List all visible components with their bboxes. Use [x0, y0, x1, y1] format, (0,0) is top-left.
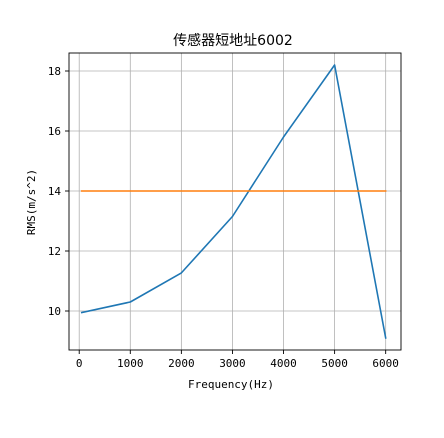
y-tick-label: 14: [48, 185, 62, 198]
tick-layer: 0 1000 2000 3000 4000 5000 6000 10 12 14 16 18: [48, 65, 399, 370]
axes-layer: [68, 52, 402, 351]
x-tick-label: 6000: [372, 357, 399, 370]
y-tick-label: 10: [48, 305, 61, 318]
series-layer: [80, 64, 387, 339]
chart-title: 传感器短地址6002: [173, 32, 293, 49]
y-tick-label: 12: [48, 245, 61, 258]
x-tick-label: 0: [76, 357, 83, 370]
x-tick-label: 1000: [117, 357, 144, 370]
plot-frame: [68, 52, 402, 351]
x-tick-label: 3000: [219, 357, 246, 370]
y-tick-label: 16: [48, 125, 61, 138]
series-line-1: [80, 64, 387, 339]
y-axis-label: RMS(m/s^2): [25, 169, 38, 235]
x-tick-label: 4000: [270, 357, 297, 370]
grid-layer: [69, 53, 401, 350]
x-tick-label: 5000: [321, 357, 348, 370]
y-tick-label: 18: [48, 65, 61, 78]
x-axis-label: Frequency(Hz): [188, 378, 274, 391]
x-tick-label: 2000: [168, 357, 195, 370]
